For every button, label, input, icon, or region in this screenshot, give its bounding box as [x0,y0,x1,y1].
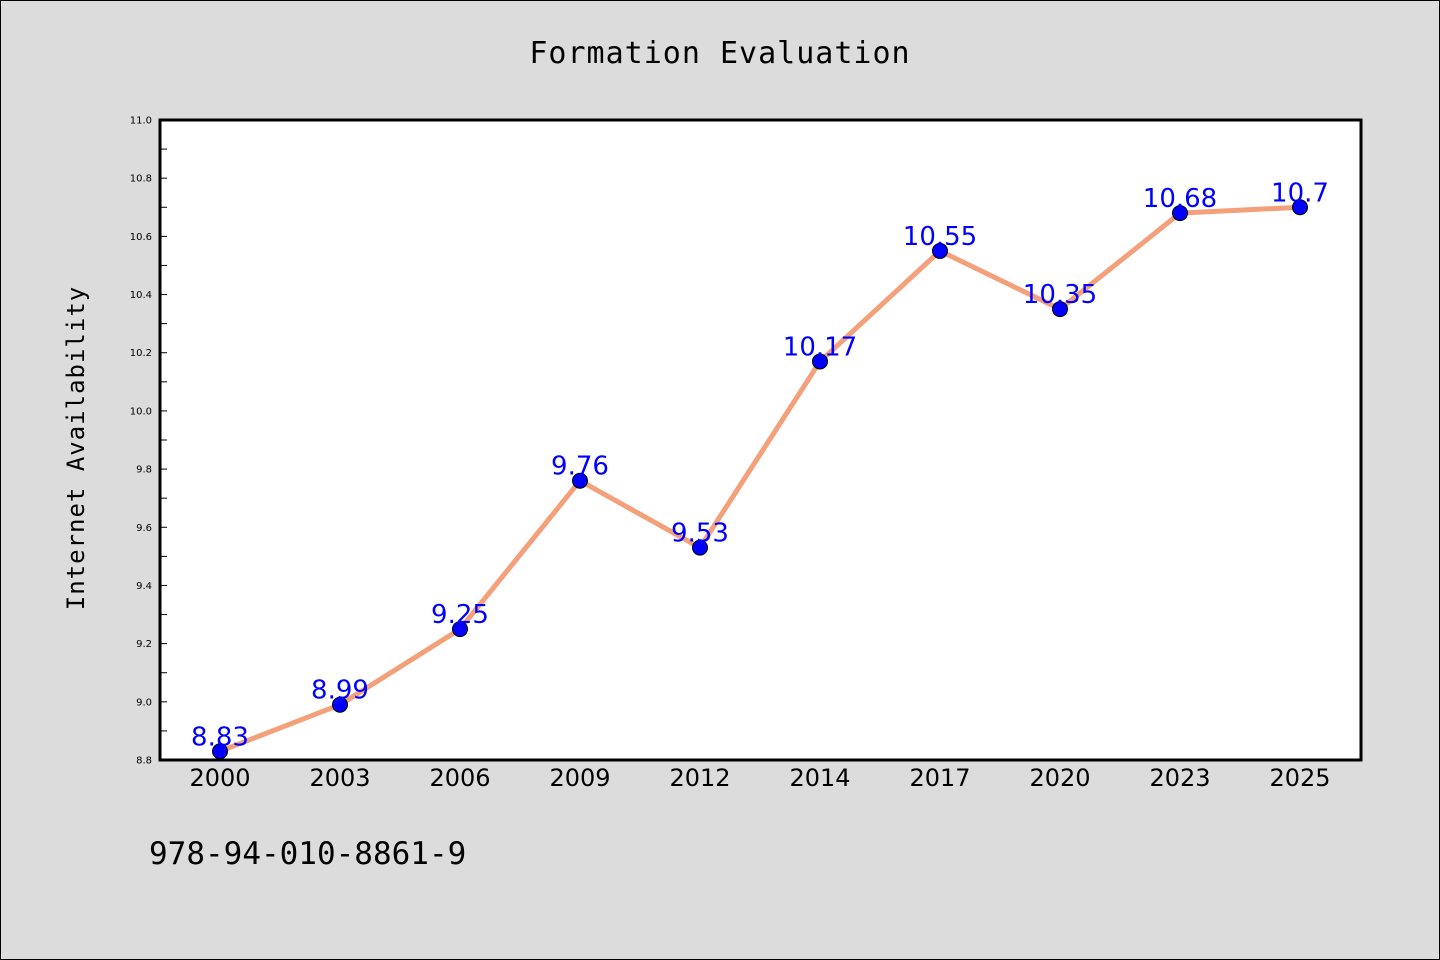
x-tick-label: 2020 [1029,764,1090,792]
x-axis-ticks: 2000 2003 2006 2009 2012 2014 2017 2020 2023 2025 [189,764,1330,792]
y-tick-label: 8.8 [136,756,152,767]
x-tick-label: 2023 [1149,764,1210,792]
y-tick-label: 11.0 [130,116,152,127]
data-label: 10.55 [903,222,977,252]
chart-title: Formation Evaluation [529,36,910,71]
y-tick-label: 10.6 [130,232,152,243]
x-tick-label: 2014 [789,764,850,792]
data-labels: 8.83 8.99 9.25 9.76 9.53 10.17 10.55 10.35 10.68… [191,178,1329,752]
data-point [1052,301,1068,318]
x-tick-label: 2025 [1269,764,1330,792]
y-tick-label: 9.6 [136,523,152,534]
data-label: 9.76 [551,452,609,482]
y-tick-label: 9.0 [136,697,152,708]
data-label: 10.7 [1271,178,1329,208]
data-point [812,353,828,370]
data-markers [212,199,1308,760]
data-point [692,539,708,556]
y-axis-label: Internet Availability [62,286,90,610]
data-label: 9.53 [671,519,729,549]
y-tick-label: 10.4 [130,290,152,301]
x-tick-label: 2017 [909,764,970,792]
x-tick-label: 2003 [309,764,370,792]
x-tick-label: 2012 [669,764,730,792]
data-point [212,743,228,760]
y-tick-label: 9.4 [136,581,152,592]
y-tick-label: 10.8 [130,174,152,185]
y-tick-label: 9.2 [136,639,152,650]
data-label: 10.17 [783,332,857,362]
footer-code: 978-94-010-8861-9 [149,836,466,872]
data-label: 8.83 [191,722,249,752]
data-point [452,621,468,638]
data-label: 10.68 [1143,184,1217,214]
data-label: 8.99 [311,676,369,706]
x-tick-label: 2000 [189,764,250,792]
y-axis-ticks: 8.8 9.0 9.2 9.4 9.6 9.8 10.0 10.2 10.4 10.6 10.8 11… [130,116,167,767]
y-tick-label: 9.8 [136,465,152,476]
data-point [1172,205,1188,222]
data-point [572,472,588,489]
data-point [932,242,948,259]
data-point [1292,199,1308,216]
data-label: 10.35 [1023,280,1097,310]
x-tick-label: 2006 [429,764,490,792]
series-line [217,204,1303,754]
data-label: 9.25 [431,600,489,630]
data-point [332,696,348,713]
y-tick-label: 10.2 [130,348,152,359]
series-line-group [217,204,1303,754]
x-tick-label: 2009 [549,764,610,792]
y-tick-label: 10.0 [130,406,152,417]
